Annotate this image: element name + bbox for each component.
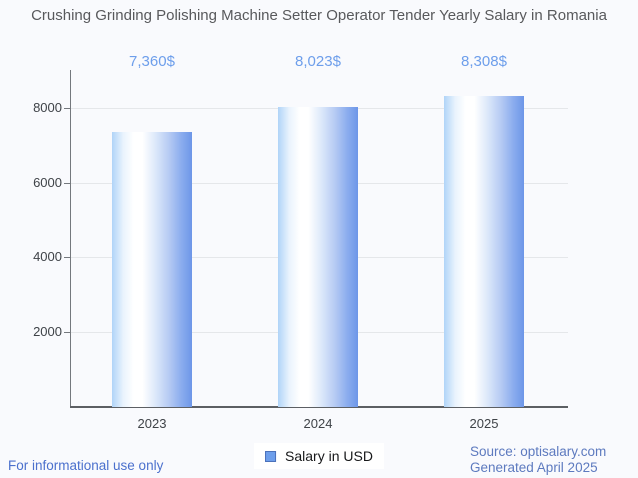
y-tick-2000 [64,332,70,333]
x-axis-label-2023: 2023 [137,416,167,431]
y-axis-label-2000: 2000 [33,324,62,339]
legend-label: Salary in USD [285,448,373,464]
bar-value-label-2024: 8,023$ [295,53,341,70]
legend: Salary in USD [254,443,384,469]
x-axis-label-2024: 2024 [303,416,333,431]
y-tick-6000 [64,183,70,184]
legend-swatch-icon [265,450,277,462]
y-axis-label-8000: 8000 [33,100,62,115]
source-text: Source: optisalary.com [470,444,607,459]
y-axis-line [70,70,71,408]
source-block: Source: optisalary.com Generated April 2… [470,444,606,476]
y-axis-label-6000: 6000 [33,175,62,190]
generated-text: Generated April 2025 [470,460,598,475]
chart-title: Crushing Grinding Polishing Machine Sett… [31,7,607,24]
bar-2023 [112,131,192,407]
bar-2025 [444,96,524,407]
disclaimer-text: For informational use only [8,458,164,473]
bar-value-label-2023: 7,360$ [129,53,175,70]
y-axis-label-4000: 4000 [33,249,62,264]
x-axis-line [70,406,568,408]
x-axis-label-2025: 2025 [469,416,499,431]
y-tick-8000 [64,108,70,109]
y-tick-4000 [64,257,70,258]
bar-value-label-2025: 8,308$ [461,53,507,70]
bar-2024 [278,106,358,407]
